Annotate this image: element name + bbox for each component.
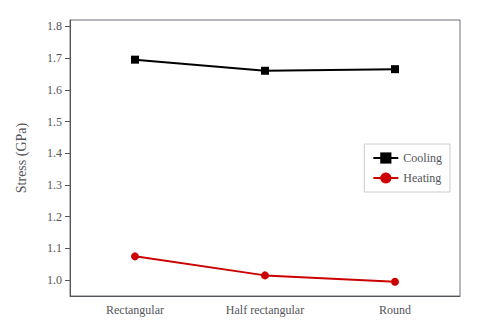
- svg-text:1.2: 1.2: [47, 210, 62, 224]
- svg-text:1.8: 1.8: [47, 19, 62, 33]
- svg-text:1.5: 1.5: [47, 115, 62, 129]
- svg-text:Stress (GPa): Stress (GPa): [14, 122, 30, 193]
- svg-text:1.0: 1.0: [47, 273, 62, 287]
- svg-text:Heating: Heating: [403, 171, 441, 185]
- svg-text:1.6: 1.6: [47, 83, 62, 97]
- svg-text:1.4: 1.4: [47, 146, 62, 160]
- svg-text:Round: Round: [379, 303, 411, 317]
- svg-text:Half rectangular: Half rectangular: [226, 303, 304, 317]
- svg-text:Rectangular: Rectangular: [106, 303, 164, 317]
- svg-text:1.3: 1.3: [47, 178, 62, 192]
- svg-text:Cooling: Cooling: [403, 151, 442, 165]
- svg-text:1.7: 1.7: [47, 51, 62, 65]
- svg-text:1.1: 1.1: [47, 241, 62, 255]
